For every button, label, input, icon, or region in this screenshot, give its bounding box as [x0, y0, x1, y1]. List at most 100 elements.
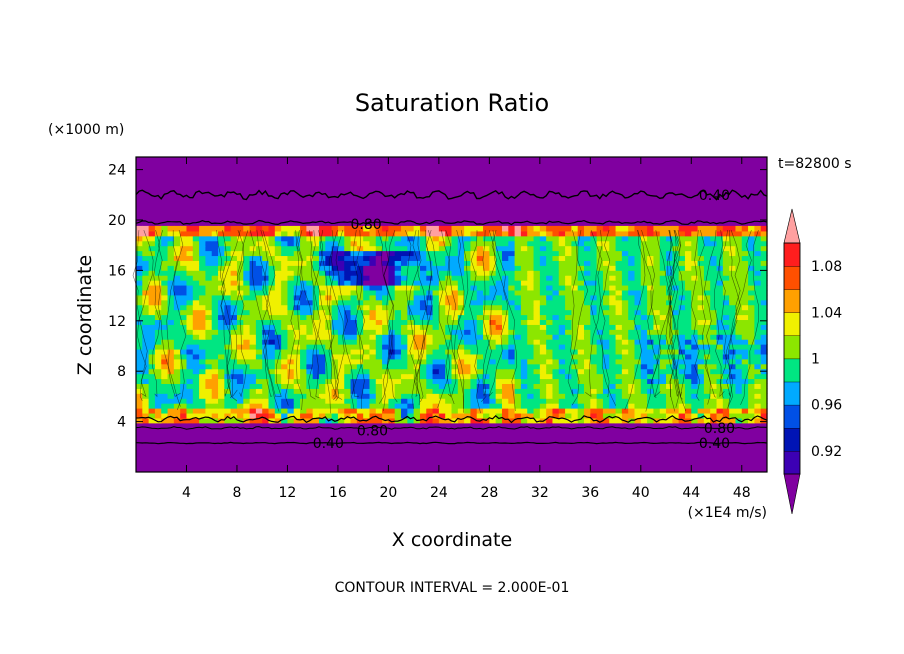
field-cell [596, 403, 604, 409]
field-cell [268, 284, 276, 291]
field-cell [571, 368, 579, 375]
field-cell [199, 304, 207, 311]
field-cell [596, 284, 604, 291]
field-cell [438, 348, 446, 355]
field-cell [243, 398, 251, 404]
field-cell [167, 250, 175, 257]
field-cell [571, 373, 579, 380]
field-cell [382, 339, 389, 345]
field-cell [672, 353, 680, 360]
field-cell [331, 319, 339, 325]
field-cell [167, 368, 175, 375]
field-cell [388, 363, 396, 370]
field-cell [249, 309, 257, 316]
field-cell [602, 250, 610, 257]
field-cell [565, 250, 572, 257]
field-cell [249, 339, 257, 345]
field-cell [419, 280, 427, 286]
field-cell [312, 368, 320, 375]
field-cell [186, 398, 194, 404]
field-cell [558, 245, 566, 252]
field-cell [154, 230, 162, 237]
field-cell [672, 383, 680, 389]
field-cell [533, 339, 541, 345]
field-cell [211, 373, 219, 380]
field-cell [173, 309, 181, 316]
field-cell [514, 373, 522, 380]
field-cell [464, 309, 472, 316]
field-cell [218, 388, 225, 394]
field-cell [533, 284, 541, 291]
field-cell [312, 324, 320, 330]
field-cell [716, 284, 724, 291]
field-cell [293, 260, 301, 266]
field-cell [438, 368, 446, 375]
field-cell [268, 280, 276, 286]
field-cell [281, 378, 289, 384]
field-cell [710, 417, 718, 424]
field-cell [710, 334, 718, 340]
field-cell [464, 378, 472, 384]
field-cell [760, 294, 768, 301]
field-cell [609, 344, 617, 350]
field-cell [672, 408, 680, 414]
field-cell [760, 373, 768, 380]
field-cell [136, 240, 143, 247]
field-cell [173, 270, 181, 276]
field-cell [558, 339, 566, 345]
field-cell [281, 412, 289, 419]
field-cell [470, 373, 478, 380]
field-cell [754, 240, 762, 247]
contour-line-interior [590, 230, 610, 398]
field-cell [552, 314, 560, 321]
field-cell [306, 348, 314, 355]
field-cell [318, 289, 326, 296]
field-cell [211, 260, 219, 266]
field-cell [571, 353, 579, 360]
field-cell [306, 378, 314, 384]
field-cell [180, 294, 188, 301]
field-cell [659, 378, 667, 384]
field-cell [552, 373, 560, 380]
field-cell [186, 309, 194, 316]
field-cell [136, 408, 143, 414]
field-cell [684, 289, 692, 296]
field-cell [173, 393, 181, 399]
field-cell [318, 265, 326, 271]
y-unit-label: (×1000 m) [48, 122, 124, 138]
field-cell [363, 280, 371, 286]
field-cell [710, 270, 718, 276]
field-cell [413, 348, 421, 355]
field-cell [337, 280, 345, 286]
field-cell [413, 408, 421, 414]
field-cell [621, 250, 629, 257]
field-cell [590, 373, 598, 380]
field-cell [167, 398, 175, 404]
field-cell [255, 225, 263, 232]
field-cell [445, 289, 453, 296]
field-cell [224, 304, 232, 311]
field-cell [754, 373, 762, 380]
field-cell [748, 324, 755, 330]
field-cell [659, 408, 667, 414]
field-cell [703, 230, 711, 237]
field-cell [596, 314, 604, 321]
field-cell [199, 319, 207, 325]
field-cell [337, 235, 345, 242]
field-cell [388, 344, 396, 350]
field-cell [501, 235, 509, 242]
contour-line-interior [481, 230, 492, 402]
field-cell [243, 358, 251, 365]
field-cell [666, 314, 673, 321]
field-cell [363, 265, 371, 271]
field-cell [741, 284, 749, 291]
field-cell [432, 284, 440, 291]
field-cell [211, 408, 219, 414]
field-cell [413, 304, 421, 311]
field-cell [236, 225, 244, 232]
field-cell [451, 373, 459, 380]
field-cell [274, 289, 282, 296]
field-cell [647, 240, 655, 247]
field-cell [754, 403, 762, 409]
field-cell [356, 245, 364, 252]
